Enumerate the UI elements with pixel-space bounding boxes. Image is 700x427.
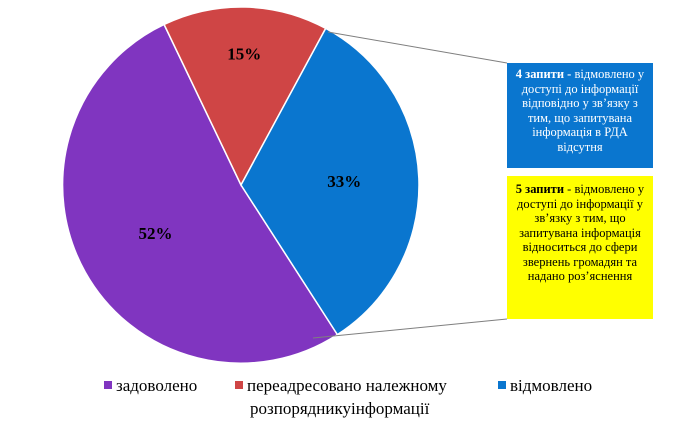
slice-label-satisfied: 52% [139,224,173,243]
legend-label-satisfied: задоволено [116,376,198,395]
refusal-box-yellow: 5 запити - відмовлено у доступі до інфор… [507,176,653,319]
refusal-box-blue-text: відмовлено у доступі до інформації відпо… [521,67,645,154]
legend-item-redirected: переадресовано належному [235,376,447,396]
legend-item-satisfied: задоволено [104,376,197,396]
refusal-box-blue: 4 запити - відмовлено у доступі до інфор… [507,63,653,168]
slice-label-redirected: 15% [227,44,261,63]
legend-item-redirected-cont: розпорядникуінформації [250,399,429,419]
pie-slice-satisfied [61,23,339,364]
legend-label-refused: відмовлено [510,376,593,395]
slice-label-refused: 33% [327,172,361,191]
connector-line-bottom [312,318,508,339]
legend-label-redirected-line2: розпорядникуінформації [250,399,430,418]
legend-swatch-redirected [235,381,243,389]
legend-item-refused: відмовлено [498,376,592,396]
pie-slice-redirected [163,6,327,187]
legend-swatch-satisfied [104,381,112,389]
connector-line-top [327,31,508,64]
refusal-box-blue-count: 4 запити - [515,67,572,81]
legend-label-redirected-line1: переадресовано належному [247,376,447,395]
legend-swatch-refused [498,381,506,389]
refusal-box-yellow-count: 5 запити [515,182,565,196]
refusal-box-yellow-text: - відмовлено у доступі до інформації у з… [517,182,645,283]
pie-slice-refused [240,27,420,336]
